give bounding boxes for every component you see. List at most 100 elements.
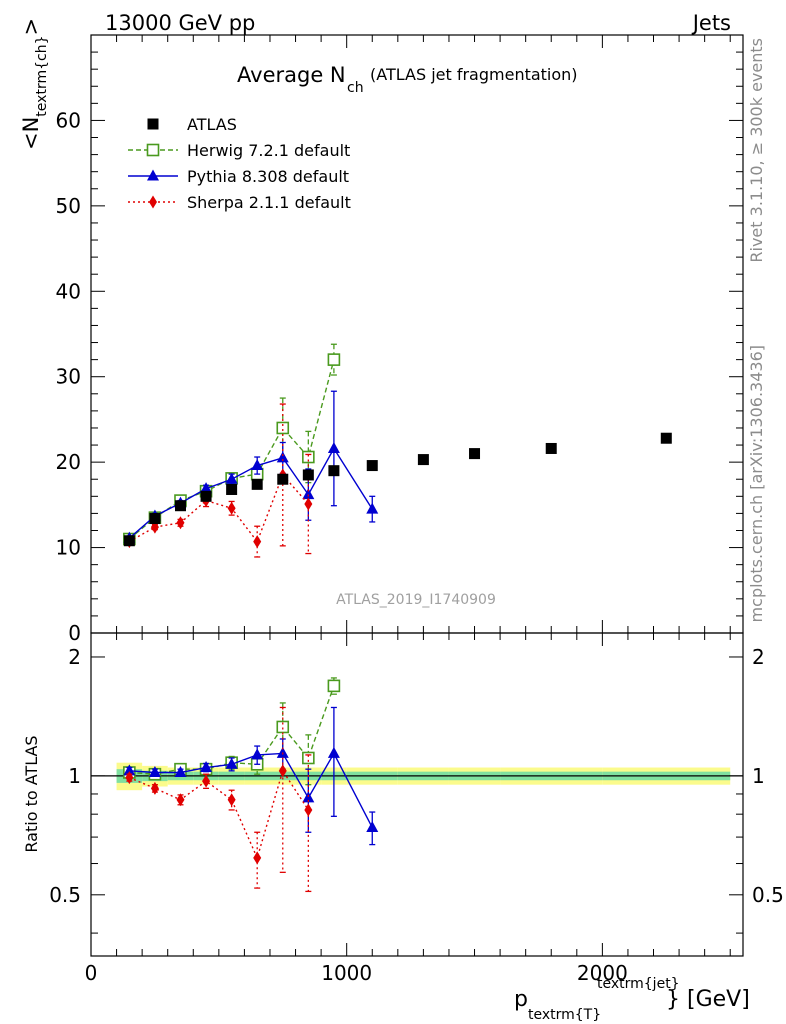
top-atlas-point xyxy=(366,460,378,472)
axis-ticks: 0 1000 2000 0 10 20 30 40 50 60 0.5 0.5 1 1 2 2 xyxy=(49,34,784,985)
top-ylabel-pre: <N xyxy=(19,117,43,150)
top-y-tick-label: 60 xyxy=(56,108,81,132)
bottom-sherpa-point xyxy=(125,771,134,785)
top-sherpa-point xyxy=(227,501,236,515)
top-pythia-point xyxy=(327,441,340,453)
top-herwig-point xyxy=(302,450,315,464)
x-tick-label: 1000 xyxy=(321,961,372,985)
xlabel-tail: } [GeV] xyxy=(666,987,750,1012)
top-atlas-point xyxy=(251,478,263,490)
top-atlas-point xyxy=(469,448,481,460)
header-right: Jets xyxy=(691,11,731,35)
top-atlas-point xyxy=(545,442,557,454)
top-pythia-point xyxy=(366,502,379,514)
mcplots-label: mcplots.cern.ch [arXiv:1306.3436] xyxy=(747,345,766,622)
bottom-sherpa-point xyxy=(150,781,159,795)
legend-pythia-symbol xyxy=(147,169,159,181)
legend: ATLAS Herwig 7.2.1 default Pythia 8.308 … xyxy=(128,115,351,212)
top-herwig-point xyxy=(327,353,341,366)
bottom-pythia-point xyxy=(327,746,340,758)
bottom-pythia-point xyxy=(366,821,379,833)
top-pythia-point xyxy=(302,488,315,500)
xlabel-sup: textrm{jet} xyxy=(597,976,680,992)
bottom-pythia-point xyxy=(148,765,161,777)
top-ylabel-post: > xyxy=(19,18,43,36)
bottom-y-tick-label: 0.5 xyxy=(49,883,81,907)
ratio-uncertainty-band xyxy=(91,762,743,791)
bottom-pythia-point xyxy=(174,765,187,777)
plot-title-paren: (ATLAS jet fragmentation) xyxy=(370,65,578,84)
top-atlas-point xyxy=(417,454,429,466)
rivet-label: Rivet 3.1.10, ≥ 300k events xyxy=(747,38,766,263)
top-pythia-line xyxy=(128,447,373,539)
legend-herwig-symbol xyxy=(146,143,160,157)
bottom-y-tick-label: 1 xyxy=(68,764,81,788)
legend-atlas-symbol xyxy=(147,118,159,130)
bottom-pythia-point xyxy=(251,748,264,760)
bottom-herwig-point xyxy=(302,751,315,765)
top-sherpa-point xyxy=(304,497,313,511)
top-y-tick-label: 10 xyxy=(56,536,81,560)
legend-herwig-label: Herwig 7.2.1 default xyxy=(187,141,350,160)
plot-title: Average N xyxy=(237,63,346,87)
x-tick-label: 2000 xyxy=(577,961,628,985)
header-left: 13000 GeV pp xyxy=(105,11,255,35)
bottom-sherpa-point xyxy=(253,851,262,865)
bottom-pythia-point xyxy=(200,761,213,773)
svg-text:<Ntextrm{ch}>: <Ntextrm{ch}> xyxy=(19,18,50,150)
bottom-sherpa-point xyxy=(278,764,287,778)
data-marks xyxy=(123,343,672,893)
legend-sherpa-label: Sherpa 2.1.1 default xyxy=(187,193,351,212)
x-tick-label: 0 xyxy=(85,961,98,985)
top-y-tick-label: 30 xyxy=(56,365,81,389)
top-sherpa-point xyxy=(253,535,262,549)
top-atlas-point xyxy=(328,465,340,477)
top-pythia-point xyxy=(251,459,264,471)
bottom-pythia-point xyxy=(225,757,238,769)
analysis-watermark: ATLAS_2019_I1740909 xyxy=(336,592,496,608)
bottom-y-tick-label-right: 0.5 xyxy=(752,883,784,907)
bottom-sherpa-point xyxy=(176,793,185,807)
top-y-tick-label: 40 xyxy=(56,279,81,303)
xlabel-p: p xyxy=(514,987,528,1012)
top-atlas-point xyxy=(660,432,672,444)
top-herwig-point xyxy=(276,421,290,435)
legend-pythia-label: Pythia 8.308 default xyxy=(187,167,349,186)
top-pythia-point xyxy=(200,482,213,494)
top-ylabel: <Ntextrm{ch}> xyxy=(19,18,50,150)
xlabel-sub: textrm{T} xyxy=(528,1007,601,1023)
legend-atlas-label: ATLAS xyxy=(187,115,237,134)
top-pythia-point xyxy=(225,472,238,484)
xlabel: p xyxy=(514,987,528,1012)
top-atlas-point xyxy=(123,535,135,547)
bottom-y-tick-label-right: 2 xyxy=(752,645,765,669)
plot-title-sub: ch xyxy=(347,80,364,96)
plot-title-main: Average N xyxy=(237,63,346,87)
top-pythia-point xyxy=(276,451,289,463)
bottom-pythia-line xyxy=(129,751,373,828)
bottom-pythia-point xyxy=(123,764,136,776)
bottom-y-tick-label: 2 xyxy=(68,645,81,669)
top-atlas-point xyxy=(302,469,314,481)
bottom-pythia-point xyxy=(276,746,289,758)
top-atlas-point xyxy=(277,473,289,485)
bottom-ylabel: Ratio to ATLAS xyxy=(22,735,41,852)
top-ylabel-sub: textrm{ch} xyxy=(34,36,50,117)
bottom-y-tick-label-right: 1 xyxy=(752,764,765,788)
bottom-herwig-point xyxy=(276,720,290,734)
bottom-sherpa-point xyxy=(227,793,236,807)
top-atlas-point xyxy=(200,490,212,502)
bottom-herwig-point xyxy=(327,679,341,693)
top-sherpa-point xyxy=(176,516,185,530)
legend-sherpa-symbol xyxy=(149,195,157,209)
bottom-sherpa-point xyxy=(304,803,313,817)
top-y-tick-label: 50 xyxy=(56,194,81,218)
bottom-panel-frame xyxy=(90,632,744,957)
top-atlas-point xyxy=(174,500,186,512)
top-y-tick-label: 20 xyxy=(56,450,81,474)
top-atlas-point xyxy=(226,483,238,495)
top-atlas-point xyxy=(149,513,161,525)
bottom-sherpa-point xyxy=(202,774,211,788)
top-y-tick-label: 0 xyxy=(68,621,81,645)
